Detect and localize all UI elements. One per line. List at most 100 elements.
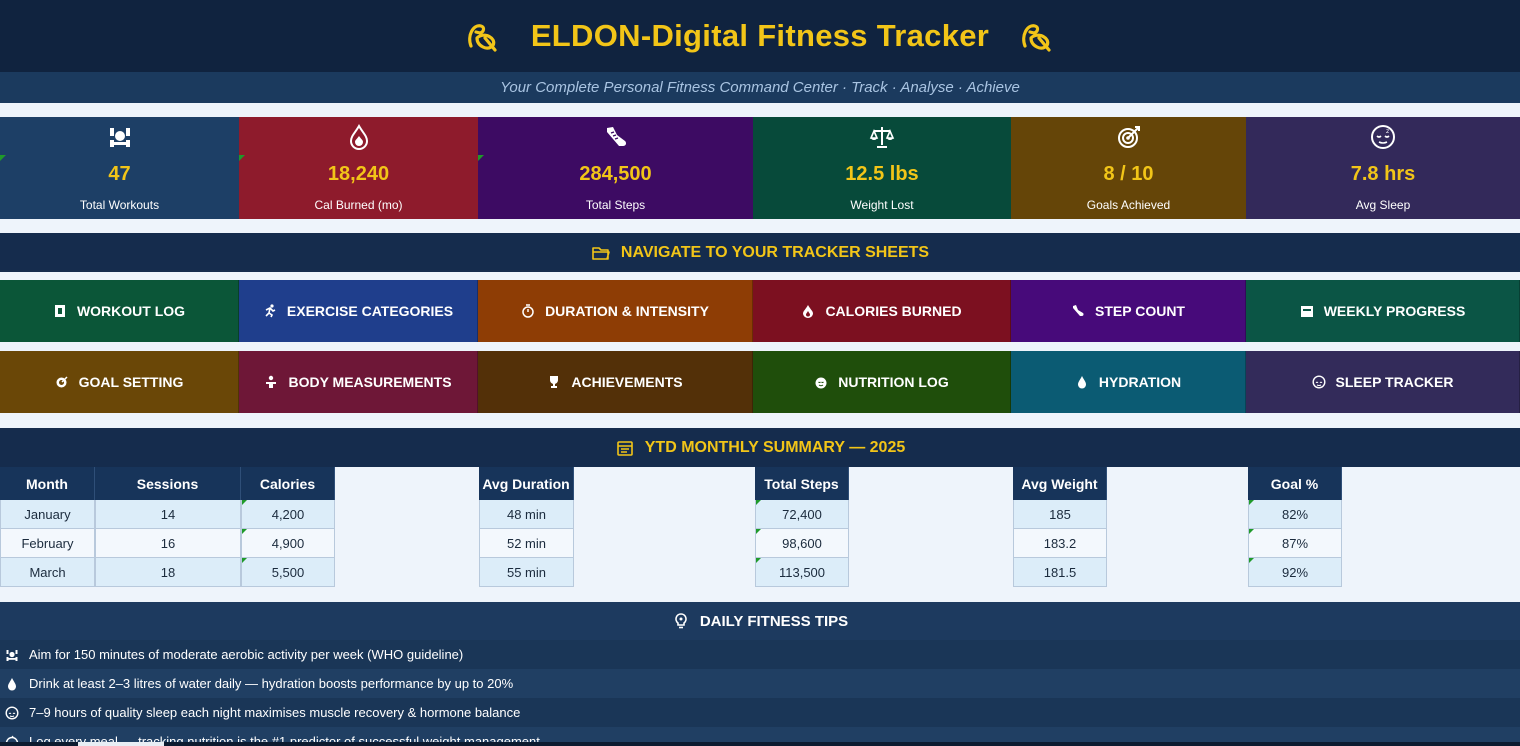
- droplet-icon: [8, 677, 16, 690]
- column-header: Calories: [241, 467, 335, 500]
- kpi-label: Avg Sleep: [1355, 198, 1411, 212]
- nav-exercise-categories[interactable]: EXERCISE CATEGORIES: [239, 280, 478, 342]
- nav-label: ACHIEVEMENTS: [571, 374, 683, 390]
- kpi-label: Goals Achieved: [1086, 198, 1171, 212]
- sleep-icon: [5, 705, 19, 720]
- table-cell: 18: [95, 558, 241, 587]
- kpi-value: 284,500: [579, 163, 652, 185]
- nav-label: GOAL SETTING: [78, 374, 184, 390]
- nav-label: DURATION & INTENSITY: [545, 303, 709, 319]
- apple-icon: [815, 377, 827, 389]
- tip-item: 7–9 hours of quality sleep each night ma…: [0, 698, 1520, 727]
- kpi-value: 12.5 lbs: [845, 163, 919, 185]
- table-cell: 183.2: [1013, 529, 1107, 558]
- nav-label: EXERCISE CATEGORIES: [286, 303, 454, 319]
- nav-label: WORKOUT LOG: [76, 303, 186, 319]
- flame-icon: [349, 124, 368, 150]
- droplet-icon: [1077, 376, 1086, 389]
- kpi-weight-lost: 12.5 lbs Weight Lost: [753, 117, 1011, 219]
- table-cell: February: [0, 529, 95, 558]
- nav-step-count[interactable]: STEP COUNT: [1011, 280, 1246, 342]
- nav-section-header: NAVIGATE TO YOUR TRACKER SHEETS: [0, 233, 1520, 272]
- nav-body-measurements[interactable]: BODY MEASUREMENTS: [239, 351, 478, 413]
- summary-section-title: YTD MONTHLY SUMMARY — 2025: [644, 438, 906, 456]
- tip-text: Drink at least 2–3 litres of water daily…: [29, 676, 514, 691]
- table-cell: January: [0, 500, 95, 529]
- nav-label: WEEKLY PROGRESS: [1323, 303, 1466, 319]
- subtitle-bar: Your Complete Personal Fitness Command C…: [0, 72, 1520, 103]
- table-cell: 72,400: [755, 500, 849, 529]
- table-cell: 14: [95, 500, 241, 529]
- table-column-avg-weight: Avg Weight 185 183.2 181.5: [1013, 467, 1107, 587]
- tip-text: Aim for 150 minutes of moderate aerobic …: [29, 647, 464, 662]
- summary-table: Month January February March Sessions 14…: [0, 467, 1520, 602]
- kpi-value: 8 / 10: [1103, 163, 1154, 185]
- tip-text: 7–9 hours of quality sleep each night ma…: [29, 705, 521, 720]
- nav-label: STEP COUNT: [1095, 303, 1185, 319]
- column-header: Goal %: [1248, 467, 1342, 500]
- bicep-icon: [467, 24, 497, 52]
- nav-label: BODY MEASUREMENTS: [288, 374, 452, 390]
- table-cell: March: [0, 558, 95, 587]
- table-cell: 5,500: [241, 558, 335, 587]
- nav-label: NUTRITION LOG: [838, 374, 949, 390]
- kpi-label: Total Steps: [585, 198, 646, 212]
- kpi-total-steps: 284,500 Total Steps: [478, 117, 753, 219]
- nav-calories-burned[interactable]: CALORIES BURNED: [753, 280, 1011, 342]
- column-header: Month: [0, 467, 95, 500]
- tips-section-header: DAILY FITNESS TIPS: [0, 602, 1520, 640]
- tip-item: Drink at least 2–3 litres of water daily…: [0, 669, 1520, 698]
- summary-section-header: YTD MONTHLY SUMMARY — 2025: [0, 428, 1520, 467]
- horizontal-scrollbar[interactable]: [0, 742, 1520, 746]
- nav-sleep-tracker[interactable]: SLEEP TRACKER: [1246, 351, 1520, 413]
- table-cell: 181.5: [1013, 558, 1107, 587]
- table-cell: 4,200: [241, 500, 335, 529]
- folder-icon: [592, 246, 610, 260]
- tips-section-title: DAILY FITNESS TIPS: [699, 612, 849, 630]
- table-cell: 82%: [1248, 500, 1342, 529]
- shoe-icon: [606, 127, 626, 146]
- runner-icon: [265, 304, 276, 318]
- flame-icon: [803, 305, 814, 318]
- nav-duration-intensity[interactable]: DURATION & INTENSITY: [478, 280, 753, 342]
- nav-goal-setting[interactable]: GOAL SETTING: [0, 351, 239, 413]
- kpi-value: 7.8 hrs: [1350, 163, 1416, 185]
- table-cell: 185: [1013, 500, 1107, 529]
- calendar-icon: [616, 440, 633, 456]
- table-cell: 87%: [1248, 529, 1342, 558]
- page-subtitle: Your Complete Personal Fitness Command C…: [500, 79, 1020, 96]
- kpi-label: Cal Burned (mo): [314, 198, 403, 212]
- stopwatch-icon: [522, 304, 534, 318]
- table-column-month: Month January February March: [0, 467, 95, 587]
- table-column-total-steps: Total Steps 72,400 98,600 113,500: [755, 467, 849, 587]
- kpi-avg-sleep: z 7.8 hrs Avg Sleep: [1246, 117, 1520, 219]
- dumbbell-icon: [109, 128, 130, 147]
- target-icon: [56, 376, 68, 388]
- kpi-goals-achieved: 8 / 10 Goals Achieved: [1011, 117, 1246, 219]
- kpi-label: Total Workouts: [79, 198, 160, 212]
- nav-weekly-progress[interactable]: WEEKLY PROGRESS: [1246, 280, 1520, 342]
- nav-section-title: NAVIGATE TO YOUR TRACKER SHEETS: [620, 243, 930, 261]
- svg-text:z: z: [1386, 128, 1389, 135]
- table-cell: 98,600: [755, 529, 849, 558]
- nav-label: HYDRATION: [1098, 374, 1182, 390]
- table-column-sessions: Sessions 14 16 18: [95, 467, 241, 587]
- kpi-total-workouts: 47 Total Workouts: [0, 117, 239, 219]
- column-header: Total Steps: [755, 467, 849, 500]
- nav-achievements[interactable]: ACHIEVEMENTS: [478, 351, 753, 413]
- nav-label: CALORIES BURNED: [825, 303, 962, 319]
- table-cell: 48 min: [479, 500, 574, 529]
- column-header: Sessions: [95, 467, 241, 500]
- page-title: ELDON-Digital Fitness Tracker: [530, 18, 990, 53]
- shoe-icon: [1073, 305, 1084, 316]
- lightbulb-icon: [675, 613, 687, 629]
- nav-hydration[interactable]: HYDRATION: [1011, 351, 1246, 413]
- nav-nutrition-log[interactable]: NUTRITION LOG: [753, 351, 1011, 413]
- sleep-icon: [1311, 375, 1326, 389]
- target-icon: [1117, 126, 1140, 148]
- kpi-value: 18,240: [327, 163, 390, 185]
- nav-label: SLEEP TRACKER: [1335, 374, 1454, 390]
- calendar-icon: [1300, 306, 1313, 317]
- nav-workout-log[interactable]: WORKOUT LOG: [0, 280, 239, 342]
- scrollbar-thumb[interactable]: [78, 742, 164, 746]
